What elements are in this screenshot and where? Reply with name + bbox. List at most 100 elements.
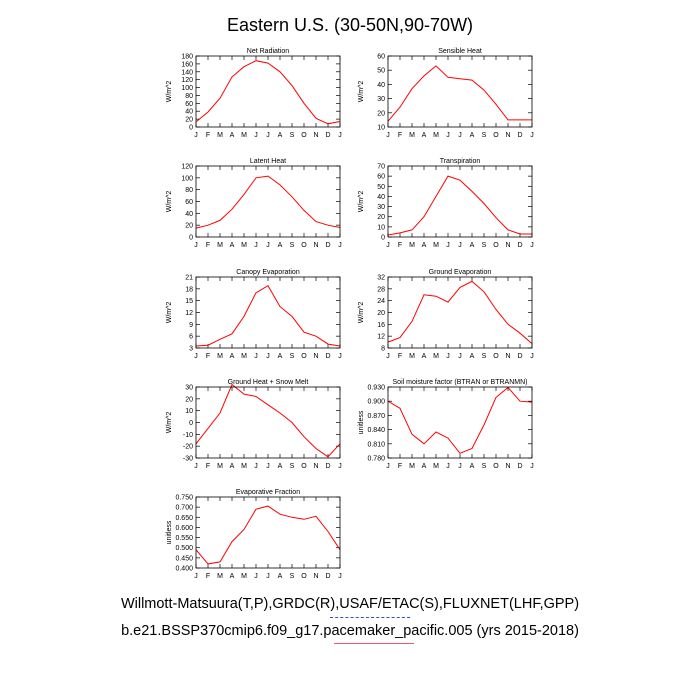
transpiration-xtick-label: J <box>530 242 534 249</box>
latent-heat-xtick-label: O <box>301 242 307 249</box>
latent-heat-xtick-label: D <box>325 242 330 249</box>
net-radiation-xtick-label: J <box>254 132 258 139</box>
ground-evaporation-xtick-label: J <box>530 353 534 360</box>
sensible-heat-xtick-label: S <box>482 132 487 139</box>
latent-heat-xtick-label: J <box>194 242 198 249</box>
figure-title: Eastern U.S. (30-50N,90-70W) <box>227 15 473 35</box>
canopy-evaporation-frame <box>195 276 341 349</box>
transpiration-xtick-label: J <box>386 242 390 249</box>
ground-heat-snow-melt-xtick-label: A <box>230 463 235 470</box>
evaporative-fraction-series-line <box>195 505 341 565</box>
net-radiation-xtick-label: M <box>241 132 247 139</box>
ground-evaporation-frame <box>387 276 533 349</box>
net-radiation-ytick-label: 20 <box>185 117 193 124</box>
evaporative-fraction-ytick-label: 0.500 <box>175 545 193 552</box>
soil-moisture-factor-btran-or-btranmn-xtick-label: J <box>446 463 450 470</box>
evaporative-fraction-ytick-label: 0.600 <box>175 525 193 532</box>
ground-heat-snow-melt-xtick-label: F <box>206 463 210 470</box>
soil-moisture-factor-btran-or-btranmn-ytick-label: 0.930 <box>367 385 385 392</box>
latent-heat-xtick-label: J <box>254 242 258 249</box>
latent-heat-ylabel: W/m^2 <box>166 191 173 213</box>
net-radiation-xtick-label: O <box>301 132 307 139</box>
sensible-heat-xtick-label: O <box>493 132 499 139</box>
sensible-heat-ytick-label: 50 <box>377 68 385 75</box>
soil-moisture-factor-btran-or-btranmn-ytick-label: 0.900 <box>367 399 385 406</box>
soil-moisture-factor-btran-or-btranmn-series-line <box>387 386 533 454</box>
ground-heat-snow-melt-xtick-label: D <box>325 463 330 470</box>
ground-evaporation-ytick-label: 32 <box>377 275 385 282</box>
ground-evaporation-xtick-label: D <box>517 353 522 360</box>
sensible-heat-xtick-label: F <box>398 132 402 139</box>
ground-evaporation-ytick-label: 8 <box>381 346 385 353</box>
canopy-evaporation-ytick-label: 21 <box>185 275 193 282</box>
transpiration-xtick-label: J <box>458 242 462 249</box>
canopy-evaporation-xtick-label: A <box>230 353 235 360</box>
ground-heat-snow-melt-xtick-label: M <box>217 463 223 470</box>
net-radiation-ytick-label: 140 <box>181 69 193 76</box>
ground-heat-snow-melt-ytick-label: -10 <box>183 432 193 439</box>
evaporative-fraction-xtick-label: D <box>325 573 330 580</box>
transpiration-title: Transpiration <box>440 158 481 165</box>
transpiration-xtick-label: M <box>433 242 439 249</box>
sensible-heat-xtick-label: J <box>386 132 390 139</box>
latent-heat-xtick-label: F <box>206 242 210 249</box>
ground-heat-snow-melt-xtick-label: A <box>278 463 283 470</box>
latent-heat-ytick-label: 80 <box>185 187 193 194</box>
evaporative-fraction-ytick-label: 0.550 <box>175 535 193 542</box>
ground-evaporation-xtick-label: O <box>493 353 499 360</box>
ground-evaporation-ytick-label: 28 <box>377 286 385 293</box>
soil-moisture-factor-btran-or-btranmn-xtick-label: A <box>422 463 427 470</box>
sensible-heat-xtick-label: D <box>517 132 522 139</box>
canopy-evaporation-title: Canopy Evaporation <box>236 269 300 276</box>
canopy-evaporation-xtick-label: N <box>313 353 318 360</box>
sensible-heat-xtick-label: M <box>433 132 439 139</box>
ground-evaporation-xtick-label: A <box>422 353 427 360</box>
canopy-evaporation-xtick-label: M <box>217 353 223 360</box>
net-radiation-xtick-label: A <box>278 132 283 139</box>
latent-heat-series-line <box>195 175 341 229</box>
transpiration-ylabel: W/m^2 <box>358 191 365 213</box>
net-radiation-title: Net Radiation <box>247 48 290 55</box>
canopy-evaporation-ytick-label: 15 <box>185 298 193 305</box>
transpiration-ytick-label: 10 <box>377 224 385 231</box>
latent-heat-ytick-label: 40 <box>185 211 193 218</box>
latent-heat-xtick-label: M <box>241 242 247 249</box>
transpiration-ytick-label: 40 <box>377 194 385 201</box>
net-radiation-ylabel: W/m^2 <box>166 81 173 103</box>
canopy-evaporation-xtick-label: D <box>325 353 330 360</box>
ground-heat-snow-melt-xtick-label: J <box>338 463 342 470</box>
transpiration-xtick-label: J <box>446 242 450 249</box>
evaporative-fraction-xtick-label: A <box>278 573 283 580</box>
ground-evaporation-xtick-label: A <box>470 353 475 360</box>
latent-heat-ytick-label: 60 <box>185 199 193 206</box>
latent-heat-ytick-label: 100 <box>181 175 193 182</box>
canopy-evaporation-xtick-label: J <box>254 353 258 360</box>
canopy-evaporation-xtick-label: J <box>338 353 342 360</box>
sensible-heat-ytick-label: 60 <box>377 54 385 61</box>
evaporative-fraction-xtick-label: M <box>217 573 223 580</box>
canopy-evaporation-xtick-label: O <box>301 353 307 360</box>
transpiration-frame <box>387 165 533 238</box>
caption-solid-underline <box>334 643 414 644</box>
evaporative-fraction-ytick-label: 0.450 <box>175 555 193 562</box>
ground-evaporation-xtick-label: N <box>505 353 510 360</box>
ground-evaporation-xtick-label: J <box>458 353 462 360</box>
evaporative-fraction-xtick-label: M <box>241 573 247 580</box>
caption-case-name: b.e21.BSSP370cmip6.f09_g17.pacemaker_pac… <box>121 623 579 639</box>
net-radiation-ytick-label: 120 <box>181 77 193 84</box>
sensible-heat-xtick-label: A <box>422 132 427 139</box>
transpiration-xtick-label: A <box>422 242 427 249</box>
ground-heat-snow-melt-frame <box>195 386 341 459</box>
sensible-heat-ytick-label: 20 <box>377 110 385 117</box>
canopy-evaporation-ytick-label: 6 <box>189 334 193 341</box>
transpiration-series-line <box>387 175 532 236</box>
ground-evaporation-ytick-label: 16 <box>377 322 385 329</box>
evaporative-fraction-ytick-label: 0.750 <box>175 495 193 502</box>
ground-heat-snow-melt-ylabel: W/m^2 <box>166 412 173 434</box>
net-radiation-xtick-label: D <box>325 132 330 139</box>
ground-evaporation-title: Ground Evaporation <box>429 269 492 276</box>
soil-moisture-factor-btran-or-btranmn-xtick-label: A <box>470 463 475 470</box>
evaporative-fraction-ytick-label: 0.650 <box>175 515 193 522</box>
sensible-heat-xtick-label: N <box>505 132 510 139</box>
ground-heat-snow-melt-series-line <box>195 383 341 458</box>
